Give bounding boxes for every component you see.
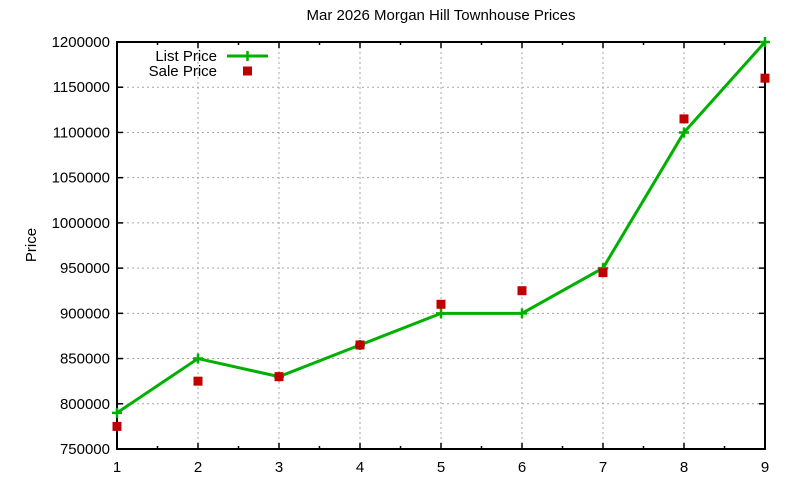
square-marker — [760, 73, 770, 83]
square-marker — [679, 114, 689, 124]
plus-marker — [517, 308, 527, 319]
plus-marker — [679, 127, 689, 138]
x-tick-label: 5 — [437, 459, 445, 476]
square-marker — [355, 340, 365, 350]
sale-price-series — [112, 73, 770, 431]
y-tick-label: 850000 — [60, 351, 110, 368]
y-tick-label: 1200000 — [52, 34, 110, 51]
square-marker — [436, 299, 446, 309]
y-tick-label: 1000000 — [52, 215, 110, 232]
x-tick-label: 2 — [194, 459, 202, 476]
y-tick-label: 750000 — [60, 441, 110, 458]
x-tick-label: 6 — [518, 459, 526, 476]
x-tick-label: 3 — [275, 459, 283, 476]
square-marker — [112, 421, 122, 431]
plus-marker — [436, 308, 446, 319]
x-tick-label: 9 — [761, 459, 769, 476]
y-tick-label: 900000 — [60, 305, 110, 322]
plus-marker — [760, 37, 770, 47]
x-tick-label: 4 — [356, 459, 364, 476]
chart-title: Mar 2026 Morgan Hill Townhouse Prices — [306, 7, 576, 24]
y-tick-label: 1050000 — [52, 170, 110, 187]
x-tick-label: 8 — [680, 459, 688, 476]
y-tick-label: 800000 — [60, 396, 110, 413]
square-marker — [274, 372, 284, 382]
legend-label-list-price: List Price — [155, 48, 217, 65]
x-tick-label: 1 — [113, 459, 121, 476]
tick-labels: 1 2 3 4 5 6 7 8 9 750000 800000 850000 900000 950000 1… — [52, 34, 770, 476]
plus-marker — [242, 51, 253, 61]
legend-label-sale-price: Sale Price — [149, 63, 217, 80]
x-tick-label: 7 — [599, 459, 607, 476]
y-tick-label: 950000 — [60, 260, 110, 277]
square-marker — [517, 286, 527, 296]
plus-marker — [193, 353, 203, 364]
square-marker — [598, 268, 608, 278]
plus-marker — [112, 407, 122, 418]
square-marker — [193, 376, 203, 386]
square-marker — [243, 66, 252, 76]
plot-border — [116, 41, 766, 450]
y-tick-label: 1100000 — [53, 124, 110, 141]
grid — [116, 41, 766, 450]
y-tick-label: 1150000 — [53, 79, 110, 96]
